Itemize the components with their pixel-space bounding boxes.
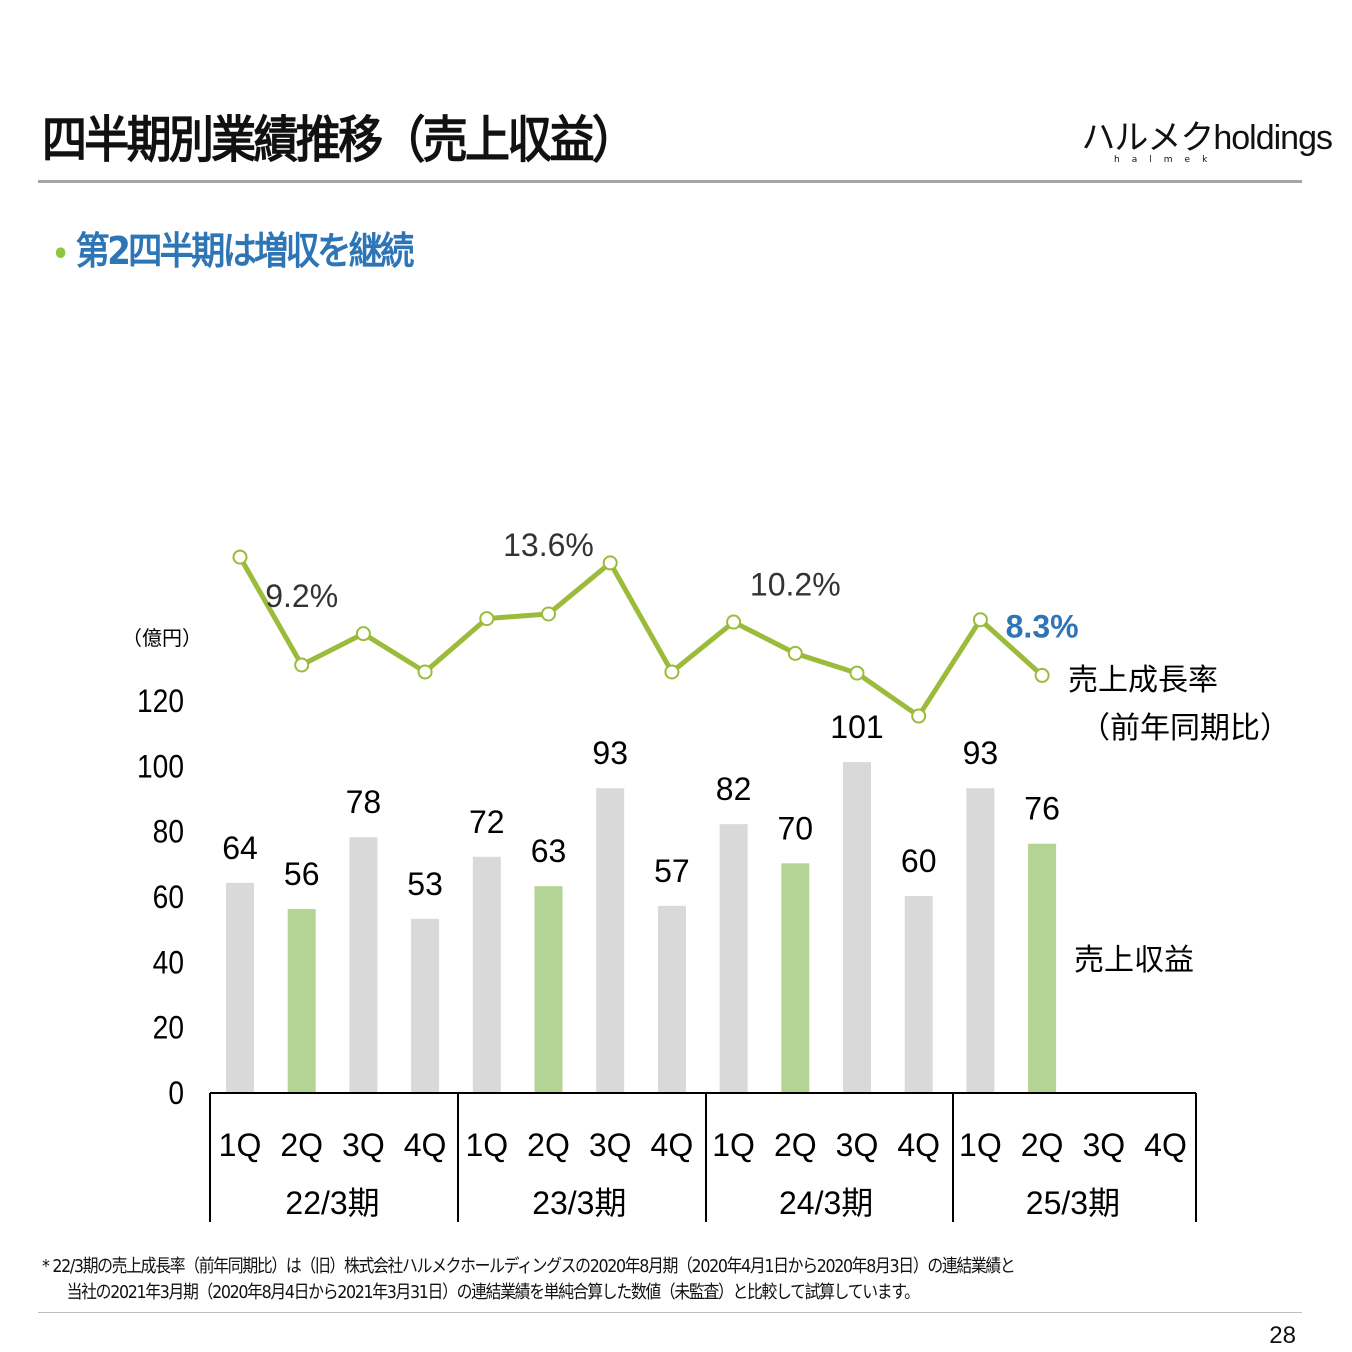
quarter-label: 2Q [527,1127,570,1163]
bar [226,882,254,1092]
bar-value-label: 72 [469,804,505,840]
bar-value-label: 64 [222,830,258,866]
bar [1028,843,1057,1092]
bar [904,896,933,1092]
bar [781,863,810,1092]
legend-growth-rate-sub: （前年同期比） [1080,712,1290,745]
quarter-label: 3Q [1082,1127,1125,1163]
bar [287,909,316,1092]
bar-value-label: 93 [963,735,999,771]
bar [349,837,378,1092]
logo-text: holdings [1213,119,1333,157]
period-label: 24/3期 [779,1185,873,1221]
growth-rate-point [726,614,742,630]
quarter-label: 3Q [836,1127,879,1163]
header-divider [38,180,1302,183]
bar-value-label: 93 [592,735,628,771]
growth-rate-point [1034,667,1050,683]
bullet-icon: • [52,237,69,272]
y-tick-label: 40 [153,946,184,981]
growth-rate-point [602,555,618,571]
legend-growth-rate: 売上成長率 [1068,664,1218,697]
quarter-label: 1Q [465,1127,508,1163]
bar-value-label: 63 [531,833,567,869]
quarter-label: 3Q [342,1127,385,1163]
bar [596,788,625,1092]
growth-rate-point [479,611,495,627]
bar-value-label: 82 [716,771,752,807]
growth-rate-point [417,664,433,680]
quarter-label: 1Q [219,1127,262,1163]
y-tick-label: 0 [168,1076,184,1111]
legend-revenue: 売上収益 [1074,944,1194,977]
bar-value-label: 56 [284,856,320,892]
quarter-label: 2Q [1021,1127,1064,1163]
quarter-label: 2Q [280,1127,323,1163]
quarter-label: 2Q [774,1127,817,1163]
growth-rate-point [355,626,371,642]
quarter-label: 1Q [712,1127,755,1163]
page-title: 四半期別業績推移（売上収益） [42,111,637,169]
bar-value-label: 60 [901,843,937,879]
period-label: 23/3期 [532,1185,626,1221]
bar [719,824,748,1092]
quarter-label: 4Q [1144,1127,1187,1163]
growth-rate-label: 8.3% [1006,608,1079,644]
growth-rate-point [849,665,865,681]
bar-value-label: 57 [654,853,690,889]
y-tick-label: 60 [153,880,184,915]
footnote-line-2: 当社の2021年3月期（2020年8月4日から2021年3月31日）の連結業績を… [66,1282,920,1303]
quarter-label: 4Q [651,1127,694,1163]
y-tick-label: 100 [137,750,184,785]
period-label: 25/3期 [1026,1185,1120,1221]
growth-rate-point [972,612,988,628]
bar [534,886,563,1092]
growth-rate-label: 9.2% [265,578,338,614]
footnote: * 22/3期の売上成長率（前年同期比）は（旧）株式会社ハルメクホールディングス… [42,1254,1016,1306]
growth-rate-point [787,645,803,661]
page-number: 28 [1269,1322,1296,1349]
quarter-label: 3Q [589,1127,632,1163]
bar [411,918,440,1092]
growth-rate-point [911,708,927,724]
y-tick-label: 80 [153,815,184,850]
y-axis-unit: （億円） [122,627,202,650]
logo-sub: halmek [1114,155,1220,165]
bar-value-label: 101 [830,709,883,745]
period-label: 22/3期 [285,1185,379,1221]
growth-rate-point [294,657,310,673]
bar [472,856,501,1092]
growth-rate-label: 10.2% [750,566,841,602]
bar [843,762,871,1092]
subtitle-text: 第2四半期は増収を継続 [75,229,415,273]
quarter-label: 4Q [404,1127,447,1163]
bar-value-label: 70 [778,810,814,846]
growth-rate-point [664,664,680,680]
quarter-label: 1Q [959,1127,1002,1163]
company-logo: ハルメクholdings halmek [1081,110,1333,165]
bar [966,788,995,1092]
growth-rate-label: 13.6% [503,527,594,563]
bar-value-label: 53 [407,866,443,902]
y-tick-label: 120 [137,684,184,719]
growth-rate-point [541,606,556,622]
bar-value-label: 76 [1024,791,1060,827]
quarter-label: 4Q [897,1127,940,1163]
growth-rate-point [232,549,248,565]
logo-kana: ハルメク [1081,119,1214,157]
subtitle: • 第2四半期は増収を継続 [52,220,415,275]
growth-rate-line [237,555,1044,720]
footer-divider [38,1312,1302,1313]
bar-value-label: 78 [346,784,382,820]
y-tick-label: 20 [153,1011,184,1046]
bar [657,905,686,1092]
footnote-line-1: * 22/3期の売上成長率（前年同期比）は（旧）株式会社ハルメクホールディングス… [42,1256,1016,1277]
